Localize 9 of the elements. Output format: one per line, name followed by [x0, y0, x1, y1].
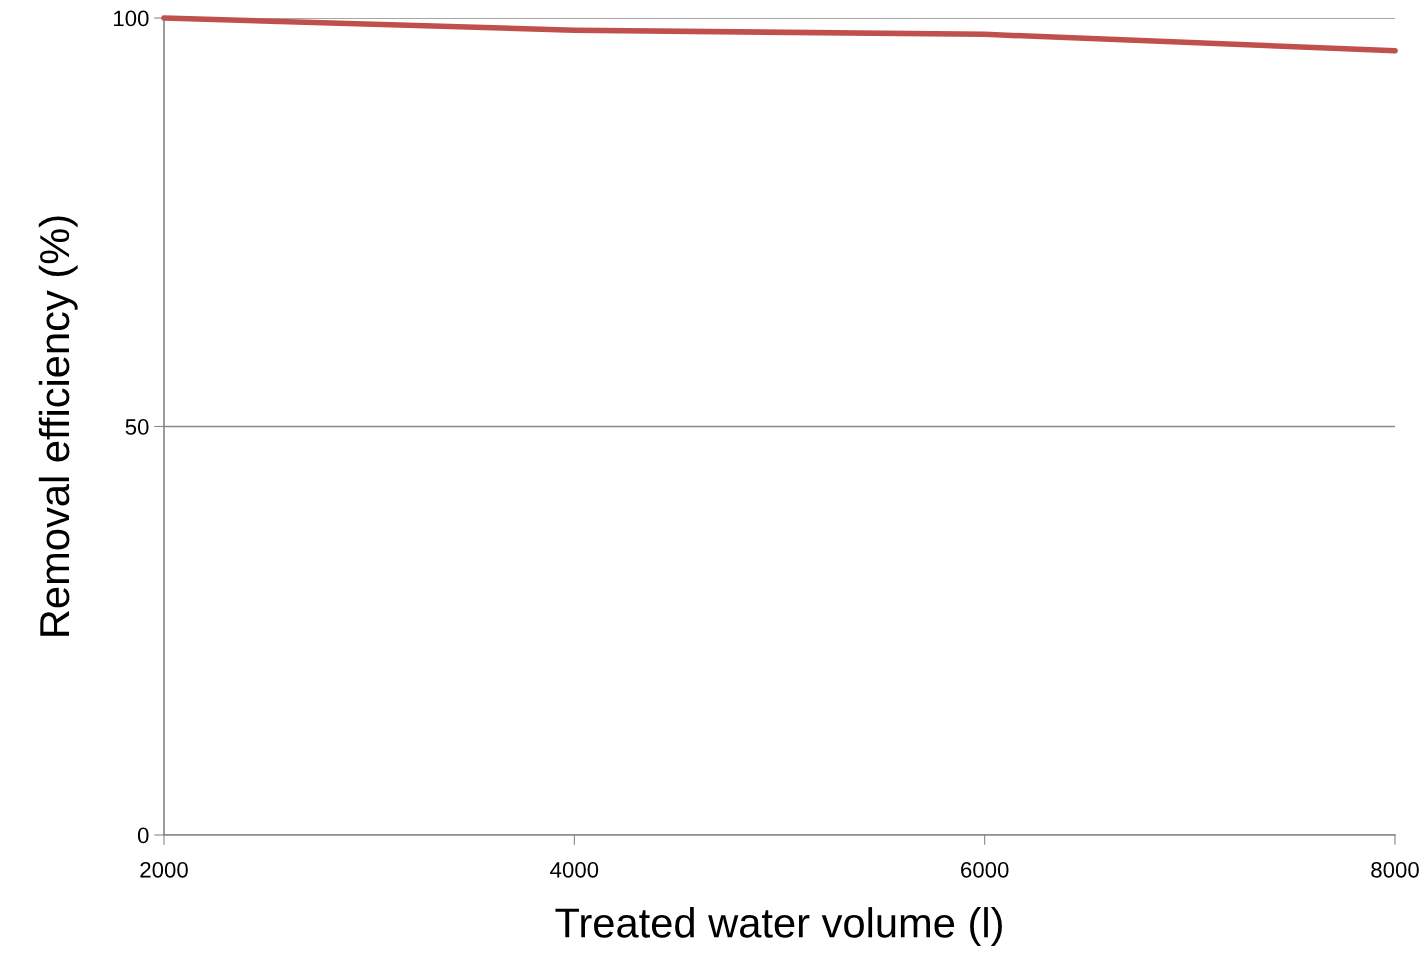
x-tick-label: 4000: [550, 861, 599, 878]
y-tick-label: 100: [114, 10, 149, 27]
y-tick-label: 0: [137, 827, 149, 844]
y-tick-label: 50: [125, 419, 149, 435]
x-tick-label: 6000: [961, 861, 1009, 878]
y-axis-title: Removal efficiency (%): [38, 216, 78, 636]
x-tick-label: 8000: [1371, 861, 1419, 878]
x-tick-label: 2000: [140, 861, 188, 878]
x-axis-title: Treated water volume (l): [555, 907, 1002, 946]
